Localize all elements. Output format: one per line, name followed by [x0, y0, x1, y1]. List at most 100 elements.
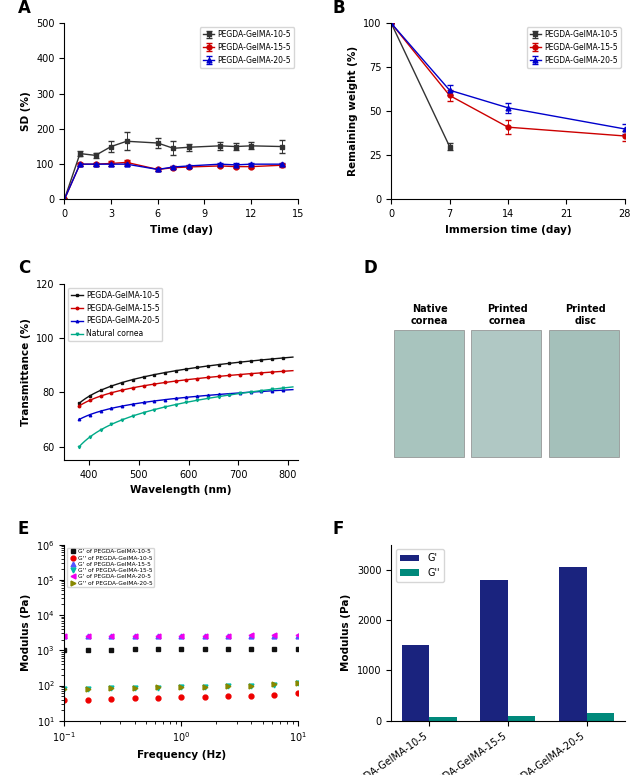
- G' of PEGDA-GelMA-15-5: [223, 632, 231, 641]
- FancyBboxPatch shape: [393, 329, 464, 456]
- Line: G'' of PEGDA-GelMA-20-5: G'' of PEGDA-GelMA-20-5: [62, 680, 300, 691]
- Text: Printed: Printed: [565, 304, 606, 314]
- FancyBboxPatch shape: [549, 329, 620, 456]
- G' of PEGDA-GelMA-20-5: [223, 631, 231, 640]
- Y-axis label: Modulus (Pa): Modulus (Pa): [21, 594, 31, 671]
- PEGDA-GelMA-10-5: [202, 362, 209, 371]
- PEGDA-GelMA-20-5: [256, 387, 263, 396]
- FancyBboxPatch shape: [471, 329, 542, 456]
- G' of PEGDA-GelMA-10-5: [294, 644, 301, 653]
- Text: C: C: [18, 260, 30, 277]
- PEGDA-GelMA-15-5: [269, 367, 277, 377]
- G' of PEGDA-GelMA-15-5: [84, 632, 92, 641]
- PEGDA-GelMA-15-5: [256, 368, 263, 377]
- Bar: [402, 646, 430, 721]
- G' of PEGDA-GelMA-20-5: [84, 631, 92, 640]
- G'' of PEGDA-GelMA-10-5: [84, 695, 92, 704]
- Natural cornea: [269, 384, 277, 394]
- Y-axis label: SD (%): SD (%): [21, 91, 31, 131]
- G' of PEGDA-GelMA-10-5: [84, 645, 92, 654]
- Bar: [480, 580, 508, 721]
- Legend: PEGDA-GelMA-10-5, PEGDA-GelMA-15-5, PEGDA-GelMA-20-5: PEGDA-GelMA-10-5, PEGDA-GelMA-15-5, PEGD…: [200, 27, 294, 68]
- G'' of PEGDA-GelMA-15-5: [294, 679, 301, 688]
- G'' of PEGDA-GelMA-10-5: [107, 694, 115, 704]
- G'' of PEGDA-GelMA-10-5: [270, 690, 278, 699]
- Legend: G' of PEGDA-GelMA-10-5, G'' of PEGDA-GelMA-10-5, G' of PEGDA-GelMA-15-5, G'' of : G' of PEGDA-GelMA-10-5, G'' of PEGDA-Gel…: [68, 547, 155, 587]
- G' of PEGDA-GelMA-20-5: [201, 631, 209, 640]
- Text: Native: Native: [412, 304, 448, 314]
- G' of PEGDA-GelMA-15-5: [154, 632, 162, 641]
- Text: A: A: [18, 0, 30, 17]
- G'' of PEGDA-GelMA-20-5: [177, 683, 185, 692]
- PEGDA-GelMA-15-5: [289, 366, 297, 375]
- G' of PEGDA-GelMA-15-5: [107, 632, 115, 641]
- G' of PEGDA-GelMA-15-5: [201, 632, 209, 641]
- Natural cornea: [289, 382, 297, 391]
- PEGDA-GelMA-15-5: [206, 373, 214, 382]
- G' of PEGDA-GelMA-20-5: [270, 631, 278, 640]
- G' of PEGDA-GelMA-20-5: [61, 631, 68, 640]
- PEGDA-GelMA-10-5: [75, 398, 83, 408]
- Legend: PEGDA-GelMA-10-5, PEGDA-GelMA-15-5, PEGDA-GelMA-20-5, Natural cornea: PEGDA-GelMA-10-5, PEGDA-GelMA-15-5, PEGD…: [68, 288, 162, 341]
- PEGDA-GelMA-10-5: [289, 353, 297, 362]
- Line: PEGDA-GelMA-20-5: PEGDA-GelMA-20-5: [78, 388, 294, 421]
- G' of PEGDA-GelMA-20-5: [107, 631, 115, 640]
- G' of PEGDA-GelMA-10-5: [177, 645, 185, 654]
- PEGDA-GelMA-15-5: [203, 373, 211, 382]
- G' of PEGDA-GelMA-20-5: [247, 631, 255, 640]
- X-axis label: Time (day): Time (day): [149, 225, 213, 235]
- G' of PEGDA-GelMA-15-5: [270, 632, 278, 641]
- PEGDA-GelMA-10-5: [256, 356, 263, 365]
- Bar: [430, 717, 457, 721]
- Line: Natural cornea: Natural cornea: [78, 386, 294, 448]
- Line: G' of PEGDA-GelMA-10-5: G' of PEGDA-GelMA-10-5: [62, 646, 300, 652]
- Text: E: E: [18, 520, 29, 538]
- PEGDA-GelMA-20-5: [289, 385, 297, 394]
- G' of PEGDA-GelMA-20-5: [131, 631, 138, 640]
- Text: cornea: cornea: [411, 316, 448, 326]
- Bar: [508, 716, 535, 721]
- Natural cornea: [256, 386, 263, 395]
- PEGDA-GelMA-15-5: [76, 401, 84, 410]
- Natural cornea: [202, 394, 209, 404]
- Line: G'' of PEGDA-GelMA-15-5: G'' of PEGDA-GelMA-15-5: [62, 681, 300, 691]
- G' of PEGDA-GelMA-10-5: [154, 645, 162, 654]
- G'' of PEGDA-GelMA-10-5: [223, 691, 231, 701]
- Line: PEGDA-GelMA-15-5: PEGDA-GelMA-15-5: [78, 370, 294, 407]
- PEGDA-GelMA-15-5: [75, 401, 83, 411]
- X-axis label: Immersion time (day): Immersion time (day): [444, 225, 571, 235]
- Y-axis label: Transmittance (%): Transmittance (%): [21, 318, 31, 426]
- G' of PEGDA-GelMA-10-5: [107, 645, 115, 654]
- PEGDA-GelMA-20-5: [206, 391, 214, 400]
- G' of PEGDA-GelMA-15-5: [177, 632, 185, 641]
- Natural cornea: [75, 442, 83, 451]
- G'' of PEGDA-GelMA-15-5: [223, 682, 231, 691]
- Text: cornea: cornea: [489, 316, 526, 326]
- G' of PEGDA-GelMA-20-5: [294, 631, 301, 640]
- G' of PEGDA-GelMA-15-5: [294, 631, 301, 640]
- G'' of PEGDA-GelMA-20-5: [223, 681, 231, 691]
- G' of PEGDA-GelMA-15-5: [131, 632, 138, 641]
- G'' of PEGDA-GelMA-10-5: [131, 694, 138, 703]
- Legend: G', G'': G', G'': [396, 549, 444, 582]
- G' of PEGDA-GelMA-10-5: [61, 645, 68, 654]
- G'' of PEGDA-GelMA-20-5: [247, 681, 255, 691]
- G'' of PEGDA-GelMA-15-5: [107, 684, 115, 693]
- Y-axis label: Modulus (Pa): Modulus (Pa): [341, 594, 352, 671]
- Line: G'' of PEGDA-GelMA-10-5: G'' of PEGDA-GelMA-10-5: [62, 691, 300, 702]
- PEGDA-GelMA-20-5: [76, 415, 84, 424]
- Bar: [587, 713, 614, 721]
- PEGDA-GelMA-20-5: [203, 391, 211, 400]
- G' of PEGDA-GelMA-10-5: [223, 645, 231, 654]
- G' of PEGDA-GelMA-10-5: [201, 645, 209, 654]
- Text: B: B: [333, 0, 345, 17]
- G' of PEGDA-GelMA-10-5: [131, 645, 138, 654]
- Y-axis label: Remaining weight (%): Remaining weight (%): [348, 46, 357, 177]
- G' of PEGDA-GelMA-15-5: [247, 632, 255, 641]
- G' of PEGDA-GelMA-10-5: [247, 645, 255, 654]
- G' of PEGDA-GelMA-10-5: [270, 645, 278, 654]
- G' of PEGDA-GelMA-20-5: [154, 631, 162, 640]
- Text: F: F: [333, 520, 345, 538]
- Text: disc: disc: [574, 316, 596, 326]
- G'' of PEGDA-GelMA-15-5: [177, 683, 185, 692]
